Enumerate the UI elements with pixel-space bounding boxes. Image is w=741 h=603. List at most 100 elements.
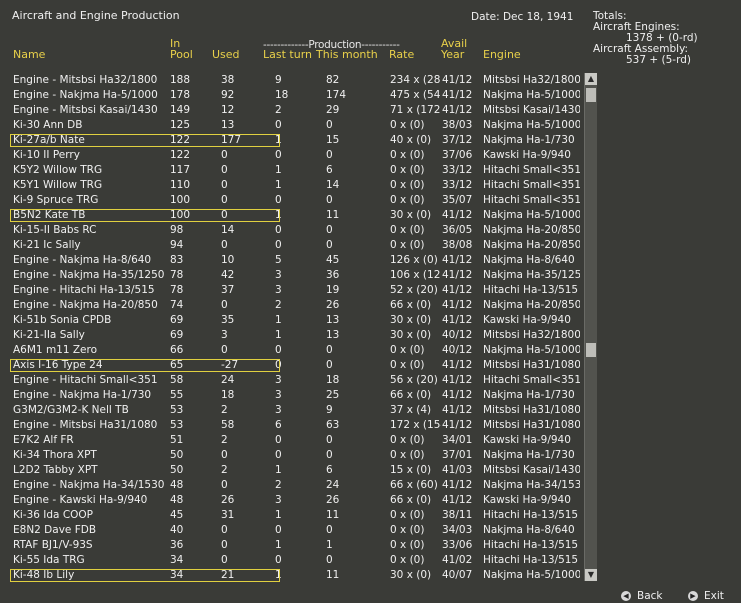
- cell-month: 13: [326, 314, 340, 326]
- cell-pool: 122: [170, 149, 191, 161]
- header-last-turn[interactable]: Last turn: [263, 48, 312, 61]
- back-button[interactable]: ◀ Back: [621, 590, 663, 602]
- table-row[interactable]: Engine - Nakjma Ha-8/640 83 10 5 45 126 x (0)…: [0, 253, 741, 268]
- table-row[interactable]: Engine - Hitachi Small<351 58 24 3 18 56 x (2…: [0, 373, 741, 388]
- cell-used: 13: [221, 119, 235, 131]
- table-row[interactable]: Ki-30 Ann DB 125 13 0 0 0 x (0) 38/03 Nakjma Ha…: [0, 118, 741, 133]
- header-year[interactable]: Year: [441, 48, 465, 61]
- table-row[interactable]: Engine - Mitsbsi Ha32/1800 188 38 9 82 234 x …: [0, 73, 741, 88]
- cell-last: 3: [275, 389, 282, 401]
- cell-avail: 34/01: [442, 434, 473, 446]
- table-row[interactable]: K5Y2 Willow TRG 117 0 1 6 0 x (0) 33/12 Hitachi…: [0, 163, 741, 178]
- cell-used: 0: [221, 164, 228, 176]
- cell-last: 1: [275, 509, 282, 521]
- table-row[interactable]: Engine - Mitsbsi Kasai/1430 149 12 2 29 71 x …: [0, 103, 741, 118]
- table-row[interactable]: Ki-15-II Babs RC 98 14 0 0 0 x (0) 36/05 Nakjma…: [0, 223, 741, 238]
- cell-used: 10: [221, 254, 235, 266]
- header-engine[interactable]: Engine: [483, 48, 521, 61]
- cell-rate: 0 x (0): [390, 179, 425, 191]
- cell-rate: 52 x (20): [390, 284, 438, 296]
- cell-engine: Hitachi Small<351: [483, 194, 580, 206]
- cell-month: 63: [326, 419, 340, 431]
- header-name[interactable]: Name: [13, 48, 46, 61]
- cell-month: 0: [326, 149, 333, 161]
- cell-rate: 234 x (282): [390, 74, 441, 86]
- cell-engine: Nakjma Ha-5/1000: [483, 569, 580, 581]
- cell-name: Ki-48 Ib Lily: [13, 569, 75, 581]
- scroll-up-icon[interactable]: ▲: [585, 73, 597, 85]
- cell-name: A6M1 m11 Zero: [13, 344, 98, 356]
- table-row[interactable]: Engine - Nakjma Ha-34/1530 48 0 2 24 66 x (60…: [0, 478, 741, 493]
- table-row[interactable]: Ki-48 Ib Lily 34 21 1 11 30 x (0) 40/07 Nakjma …: [0, 568, 741, 583]
- table-row[interactable]: Engine - Hitachi Ha-13/515 78 37 3 19 52 x (2…: [0, 283, 741, 298]
- cell-last: 1: [275, 179, 282, 191]
- header-avail[interactable]: Avail: [441, 37, 468, 50]
- cell-name: G3M2/G3M2-K Nell TB: [13, 404, 129, 416]
- table-row[interactable]: Ki-27a/b Nate 122 177 1 15 40 x (0) 37/12 Nakjm…: [0, 133, 741, 148]
- header-in[interactable]: In: [170, 37, 181, 50]
- table-row[interactable]: L2D2 Tabby XPT 50 2 1 6 15 x (0) 41/03 Mitsbsi …: [0, 463, 741, 478]
- table-row[interactable]: G3M2/G3M2-K Nell TB 53 2 3 9 37 x (4) 41/12 Mit…: [0, 403, 741, 418]
- table-row[interactable]: Ki-55 Ida TRG 34 0 0 0 0 x (0) 41/02 Hitachi Ha…: [0, 553, 741, 568]
- cell-avail: 40/12: [442, 344, 473, 356]
- cell-avail: 41/12: [442, 254, 473, 266]
- scroll-thumb-top[interactable]: [586, 88, 596, 102]
- header-used[interactable]: Used: [212, 48, 240, 61]
- cell-rate: 0 x (0): [390, 449, 425, 461]
- table-row[interactable]: Engine - Nakjma Ha-20/850 74 0 2 26 66 x (0) 4…: [0, 298, 741, 313]
- table-row[interactable]: Engine - Mitsbsi Ha31/1080 53 58 6 63 172 x (…: [0, 418, 741, 433]
- cell-month: 9: [326, 404, 333, 416]
- cell-month: 11: [326, 209, 340, 221]
- cell-used: 2: [221, 404, 228, 416]
- cell-name: Axis I-16 Type 24: [13, 359, 103, 371]
- header-this-month[interactable]: This month: [316, 48, 378, 61]
- cell-avail: 40/12: [442, 329, 473, 341]
- cell-used: 0: [221, 299, 228, 311]
- table-row[interactable]: Ki-21-IIa Sally 69 3 1 13 30 x (0) 40/12 Mitsbs…: [0, 328, 741, 343]
- row-highlight: [10, 569, 280, 582]
- table-row[interactable]: Ki-21 Ic Sally 94 0 0 0 0 x (0) 38/08 Nakjma Ha…: [0, 238, 741, 253]
- table-row[interactable]: RTAF BJ1/V-93S 36 0 1 1 0 x (0) 33/06 Hitachi H…: [0, 538, 741, 553]
- table-row[interactable]: Engine - Nakjma Ha-35/1250 78 42 3 36 106 x (…: [0, 268, 741, 283]
- cell-engine: Hitachi Small<351: [483, 374, 580, 386]
- header-pool[interactable]: Pool: [170, 48, 193, 61]
- table-row[interactable]: Ki-36 Ida COOP 45 31 1 11 0 x (0) 38/11 Hitachi…: [0, 508, 741, 523]
- header-rate[interactable]: Rate: [389, 48, 415, 61]
- cell-avail: 41/12: [442, 74, 473, 86]
- table-row[interactable]: E7K2 Alf FR 51 2 0 0 0 x (0) 34/01 Kawski Ha-9/…: [0, 433, 741, 448]
- cell-pool: 40: [170, 524, 184, 536]
- table-row[interactable]: K5Y1 Willow TRG 110 0 1 14 0 x (0) 33/12 Hitach…: [0, 178, 741, 193]
- table-row[interactable]: Axis I-16 Type 24 65 -27 0 0 0 x (0) 41/12 Mits…: [0, 358, 741, 373]
- table-row[interactable]: Engine - Nakjma Ha-1/730 55 18 3 25 66 x (0) 4…: [0, 388, 741, 403]
- cell-pool: 66: [170, 344, 184, 356]
- cell-month: 19: [326, 284, 340, 296]
- cell-last: 0: [275, 449, 282, 461]
- cell-name: Engine - Nakjma Ha-5/1000: [13, 89, 158, 101]
- cell-pool: 149: [170, 104, 191, 116]
- table-row[interactable]: E8N2 Dave FDB 40 0 0 0 0 x (0) 34/03 Nakjma Ha-…: [0, 523, 741, 538]
- cell-last: 0: [275, 554, 282, 566]
- table-row[interactable]: B5N2 Kate TB 100 0 1 11 30 x (0) 41/12 Nakjma H…: [0, 208, 741, 223]
- cell-last: 1: [275, 314, 282, 326]
- cell-name: L2D2 Tabby XPT: [13, 464, 98, 476]
- table-row[interactable]: Ki-9 Spruce TRG 100 0 0 0 0 x (0) 35/07 Hitachi…: [0, 193, 741, 208]
- cell-month: 25: [326, 389, 340, 401]
- table-row[interactable]: Ki-51b Sonia CPDB 69 35 1 13 30 x (0) 41/12 Kaw…: [0, 313, 741, 328]
- cell-engine: Nakjma Ha-20/850: [483, 299, 580, 311]
- table-row[interactable]: A6M1 m11 Zero 66 0 0 0 0 x (0) 40/12 Nakjma Ha-…: [0, 343, 741, 358]
- cell-avail: 41/12: [442, 104, 473, 116]
- table-row[interactable]: Ki-10 II Perry 122 0 0 0 0 x (0) 37/06 Kawski H…: [0, 148, 741, 163]
- cell-avail: 41/02: [442, 554, 473, 566]
- cell-avail: 33/12: [442, 164, 473, 176]
- cell-engine: Nakjma Ha-5/1000: [483, 119, 580, 131]
- table-row[interactable]: Engine - Nakjma Ha-5/1000 178 92 18 174 475 x…: [0, 88, 741, 103]
- table-row[interactable]: Ki-34 Thora XPT 50 0 0 0 0 x (0) 37/01 Nakjma H…: [0, 448, 741, 463]
- exit-button[interactable]: ▶ Exit: [688, 590, 724, 602]
- scroll-down-icon[interactable]: ▼: [585, 569, 597, 581]
- cell-pool: 69: [170, 329, 184, 341]
- scroll-thumb[interactable]: [586, 343, 596, 357]
- table-row[interactable]: Engine - Kawski Ha-9/940 48 26 3 26 66 x (0) 4…: [0, 493, 741, 508]
- table-scrollbar[interactable]: ▲ ▼: [584, 73, 597, 581]
- cell-last: 0: [275, 239, 282, 251]
- cell-rate: 0 x (0): [390, 434, 425, 446]
